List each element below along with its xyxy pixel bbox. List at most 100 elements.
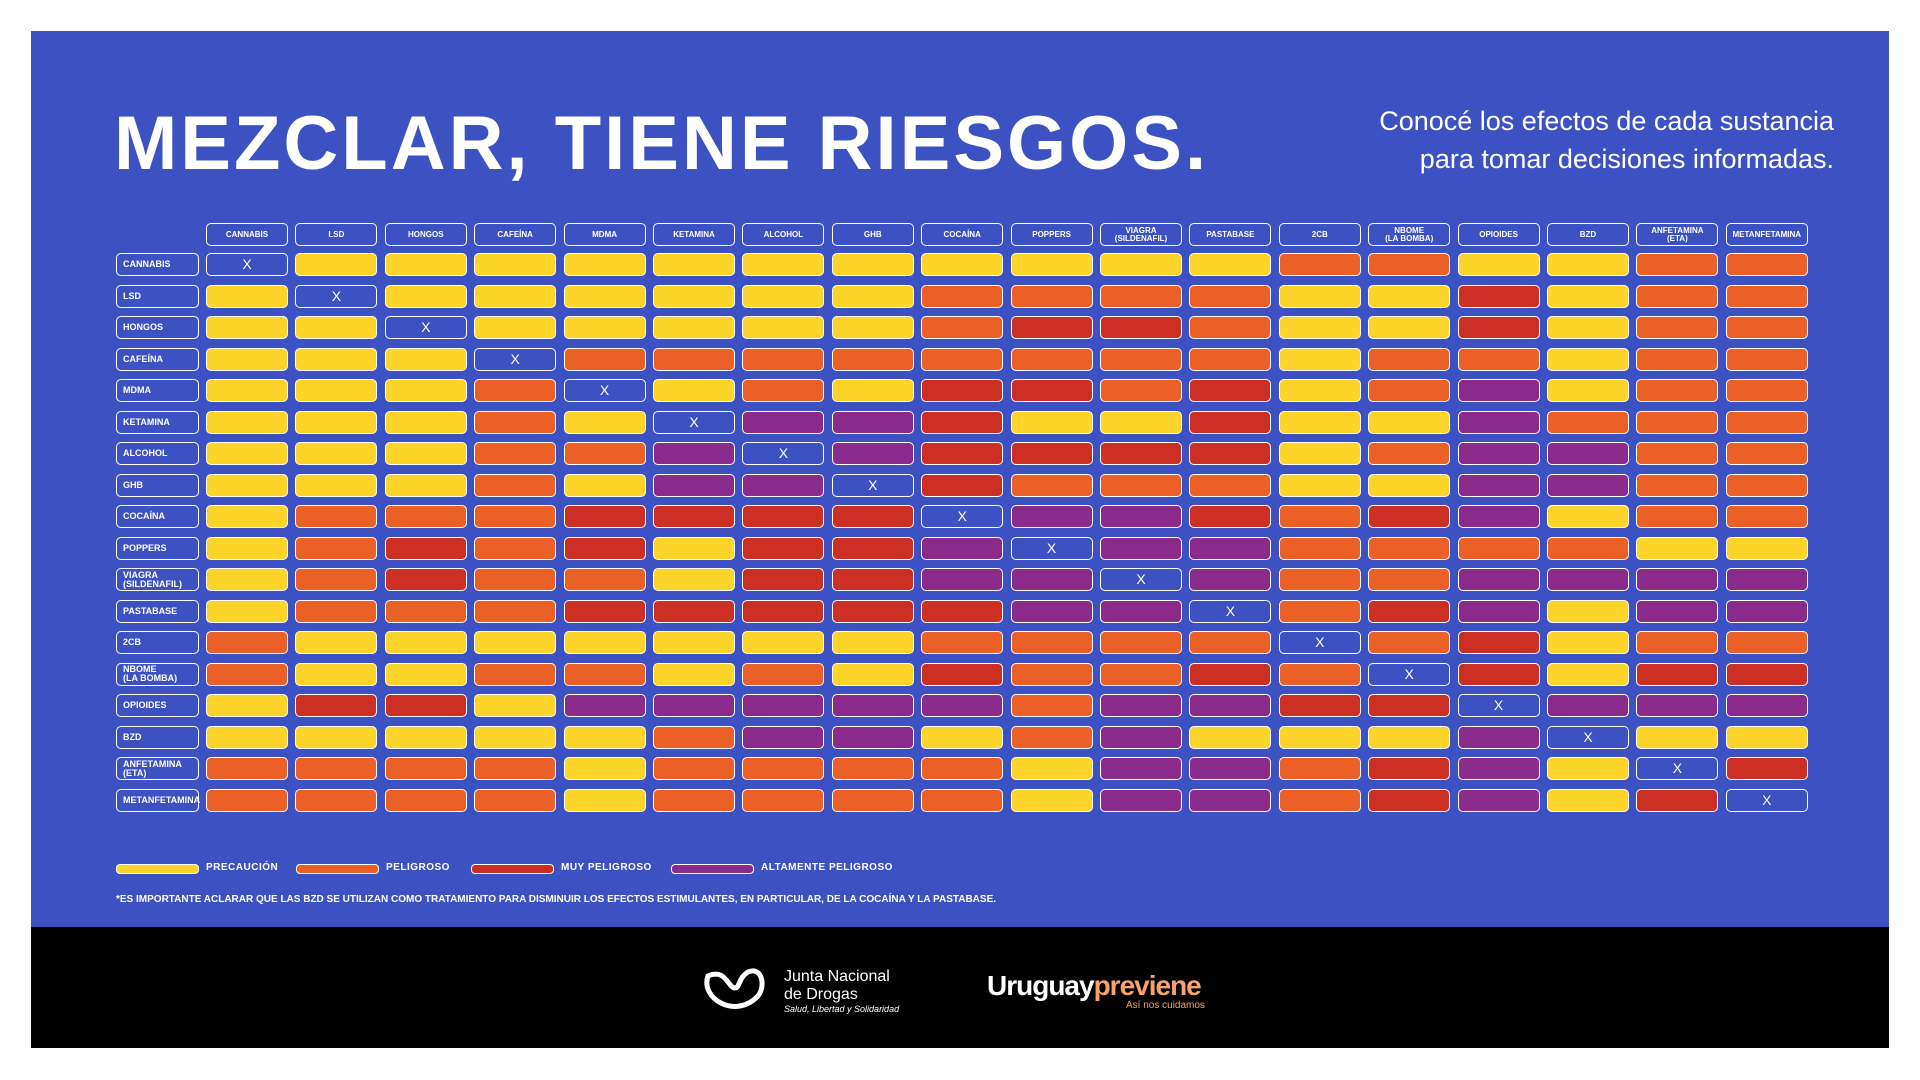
brand: Uruguaypreviene: [987, 970, 1202, 1002]
cell: [384, 253, 467, 276]
cell: [1189, 347, 1272, 371]
cell: [653, 505, 735, 528]
cell: [1725, 410, 1808, 434]
cell: [1100, 442, 1182, 465]
cell: [831, 253, 914, 276]
cell: [1278, 662, 1361, 686]
cell: [831, 599, 914, 623]
row-header: 2CB: [116, 631, 199, 654]
cell: [742, 473, 825, 497]
cell: [206, 631, 288, 654]
cell: [1368, 599, 1451, 623]
cell: [1100, 694, 1182, 717]
cell: [1547, 347, 1629, 371]
cell: [1189, 788, 1272, 812]
cell: [653, 568, 735, 591]
cell: [653, 316, 735, 339]
column-header: VIAGRA (SILDENAFIL): [1100, 223, 1182, 246]
cell: [295, 316, 378, 339]
row-header: LSD: [116, 284, 199, 308]
cell: [1725, 662, 1808, 686]
cell: [1547, 505, 1629, 528]
cell: [474, 505, 557, 528]
footer: [31, 927, 1889, 1048]
cell: [295, 442, 378, 465]
cell: [742, 725, 825, 749]
cell: [1457, 631, 1540, 654]
cell: [1278, 253, 1361, 276]
cell: [563, 568, 646, 591]
cell: [1636, 253, 1719, 276]
cell: [831, 442, 914, 465]
cell: [1100, 725, 1182, 749]
cell-self: X: [1189, 599, 1272, 623]
cell: [1636, 347, 1719, 371]
cell: [653, 473, 735, 497]
column-header: KETAMINA: [653, 223, 735, 246]
cell-self: X: [831, 473, 914, 497]
cell: [1010, 284, 1093, 308]
text: Uruguay: [987, 970, 1095, 1001]
cell: [1100, 284, 1182, 308]
row-header: KETAMINA: [116, 410, 199, 434]
cell-self: X: [563, 379, 646, 402]
cell: [1547, 694, 1629, 717]
cell: [1278, 410, 1361, 434]
cell: [1189, 316, 1272, 339]
note: *ES IMPORTANTE ACLARAR QUE LAS BZD SE UT…: [116, 894, 997, 905]
cell: [563, 253, 646, 276]
cell: [1636, 379, 1719, 402]
cell: [295, 473, 378, 497]
cell: [1010, 505, 1093, 528]
cell: [563, 694, 646, 717]
cell: [1457, 788, 1540, 812]
cell: [1725, 379, 1808, 402]
cell: [384, 788, 467, 812]
cell-self: X: [1547, 725, 1629, 749]
cell-self: X: [1725, 788, 1808, 812]
column-header: NBOME (LA BOMBA): [1368, 223, 1451, 246]
cell: [384, 473, 467, 497]
row-header: POPPERS: [116, 536, 199, 560]
column-header: ALCOHOL: [742, 223, 825, 246]
cell: [653, 631, 735, 654]
cell: [1368, 725, 1451, 749]
cell: [831, 316, 914, 339]
cell: [653, 284, 735, 308]
cell: [1189, 725, 1272, 749]
cell: [1189, 662, 1272, 686]
cell: [1010, 694, 1093, 717]
cell: [474, 568, 557, 591]
cell: [653, 442, 735, 465]
cell: [1100, 599, 1182, 623]
cell: [742, 631, 825, 654]
column-header: OPIOIDES: [1457, 223, 1540, 246]
row-header: METANFETAMINA: [116, 788, 200, 812]
cell: [831, 347, 914, 371]
cell: [1189, 631, 1272, 654]
cell: [1368, 631, 1451, 654]
cell: [1278, 757, 1361, 780]
cell: [653, 725, 735, 749]
cell: [563, 788, 646, 812]
cell: [206, 662, 288, 686]
cell: [1278, 694, 1361, 717]
cell: [1189, 694, 1272, 717]
cell: [1725, 347, 1808, 371]
cell: [384, 568, 467, 591]
cell: [1547, 757, 1629, 780]
row-header: CAFEÍNA: [116, 347, 199, 371]
row-header: ALCOHOL: [116, 442, 199, 465]
cell: [563, 536, 646, 560]
cell: [653, 347, 735, 371]
cell: [384, 725, 467, 749]
cell: [921, 599, 1004, 623]
cell: [831, 662, 914, 686]
cell: [742, 599, 825, 623]
cell-self: X: [1010, 536, 1093, 560]
cell: [1725, 284, 1808, 308]
cell: [1368, 347, 1451, 371]
column-header: POPPERS: [1010, 223, 1093, 246]
cell: [563, 316, 646, 339]
cell: [1457, 347, 1540, 371]
